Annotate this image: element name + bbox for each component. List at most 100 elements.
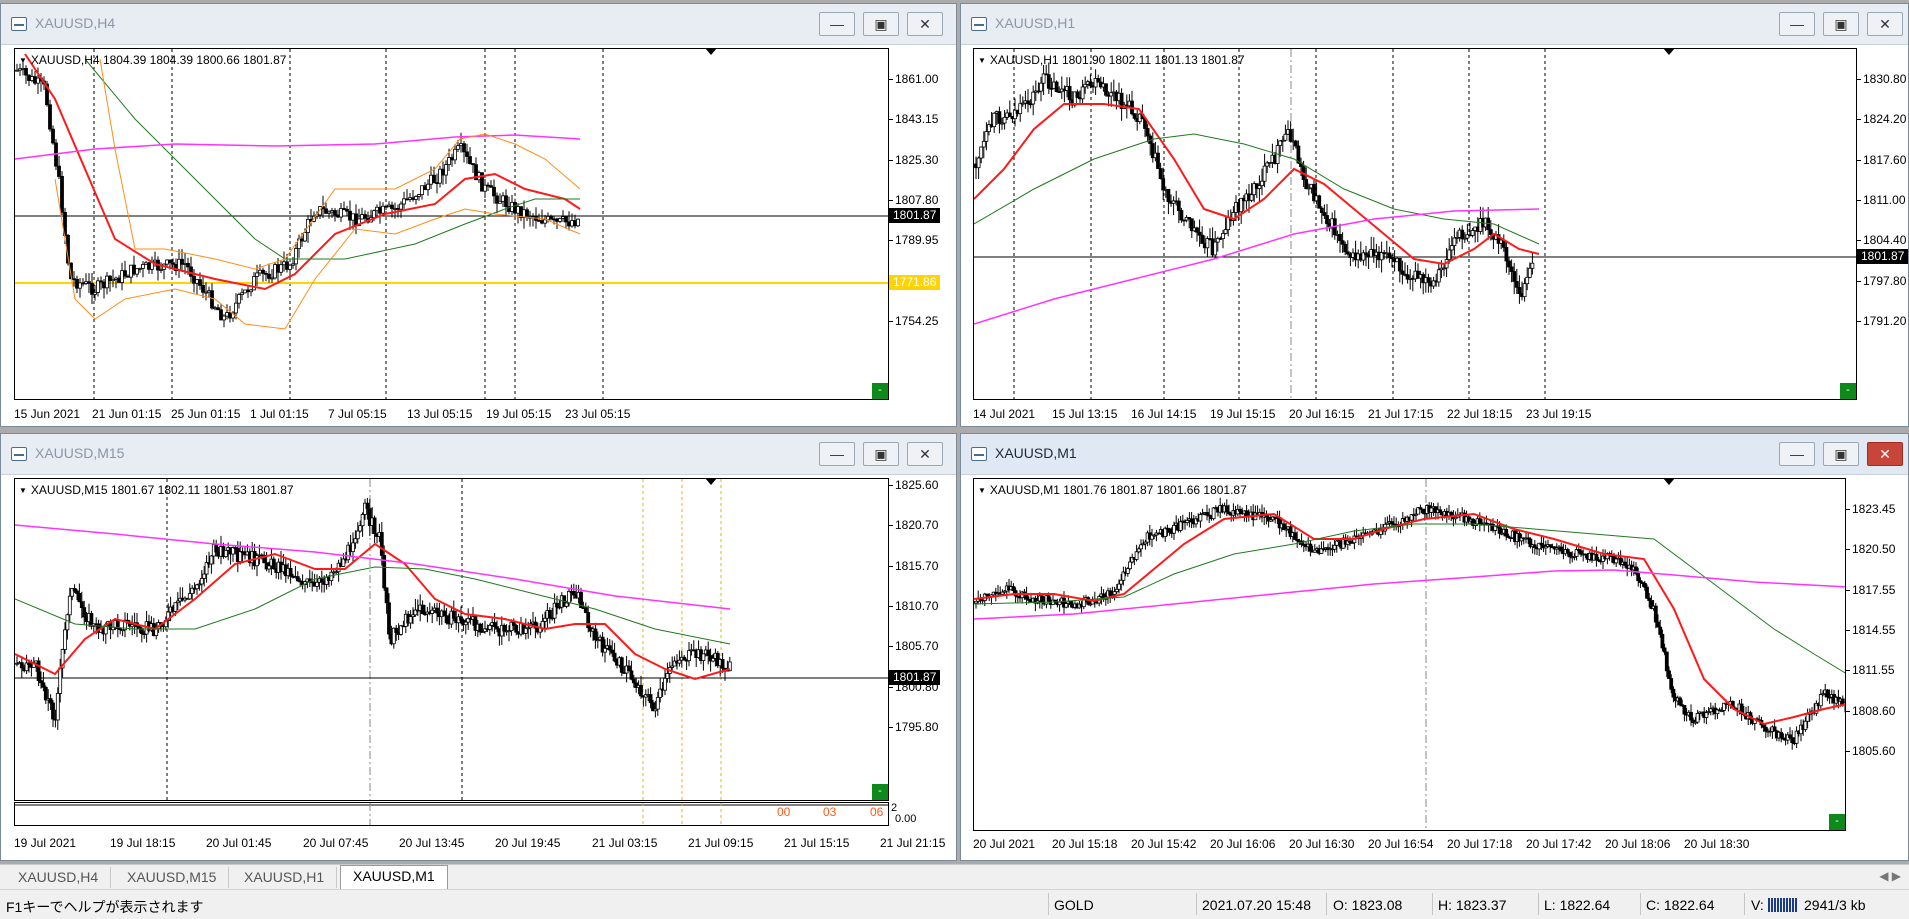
candle-body <box>1224 505 1229 513</box>
candle-body <box>1015 595 1020 598</box>
chart-area[interactable]: XAUUSD,M1 1801.76 1801.87 1801.66 1801.8… <box>961 475 1908 860</box>
candle-body <box>471 163 475 166</box>
candle-body <box>1205 512 1209 516</box>
time-scale[interactable]: 15 Jun 2021 21 Jun 01:15 25 Jun 01:15 1 Jul… <box>14 407 889 423</box>
chart-area[interactable]: XAUUSD,H4 1804.39 1804.39 1800.66 1801.8… <box>1 45 956 426</box>
time-scale[interactable]: 14 Jul 2021 15 Jul 13:15 16 Jul 14:15 19 Ju… <box>973 407 1857 423</box>
candle-body <box>629 670 634 680</box>
candle-body <box>1231 212 1236 221</box>
chart-window-h4[interactable]: XAUUSD,H4 — ▣ ✕ XAUUSD,H4 1804.39 1804.3… <box>0 3 957 427</box>
tab-xauusd-h1[interactable]: XAUUSD,H1 <box>232 867 338 888</box>
title-bar[interactable]: XAUUSD,M15 — ▣ ✕ <box>1 434 956 475</box>
title-bar[interactable]: XAUUSD,H1 — ▣ ✕ <box>961 4 1908 45</box>
time-label: 20 Jul 16:30 <box>1289 837 1355 851</box>
session-label-03: 03 <box>823 805 837 819</box>
candle-body <box>129 264 133 278</box>
time-label: 16 Jul 14:15 <box>1131 407 1197 421</box>
candle-body <box>393 208 397 210</box>
tab-xauusd-m15[interactable]: XAUUSD,M15 <box>115 867 230 888</box>
minimize-button[interactable]: — <box>819 442 855 466</box>
price-scale[interactable]: 1830.80 1824.20 1817.60 1811.00 1804.40 1797.… <box>1857 48 1909 400</box>
minimize-button[interactable]: — <box>1779 442 1815 466</box>
chart-shift-marker-icon[interactable] <box>1663 478 1675 485</box>
chart-shift-marker-icon[interactable] <box>1663 48 1675 55</box>
candle-body <box>1252 183 1257 196</box>
candle-body <box>57 165 61 177</box>
chart-window-m15[interactable]: XAUUSD,M15 — ▣ ✕ XAUUSD,M15 1801.67 1802… <box>0 433 957 861</box>
candle-body <box>351 542 355 553</box>
price-plot[interactable]: XAUUSD,H4 1804.39 1804.39 1800.66 1801.8… <box>14 48 889 400</box>
candle-body <box>1321 548 1326 551</box>
close-button[interactable]: ✕ <box>907 12 943 36</box>
price-label: 1861.00 <box>895 72 939 86</box>
candle-body <box>166 611 171 621</box>
minimize-button[interactable]: — <box>1779 12 1815 36</box>
price-label: 1811.55 <box>1852 663 1895 677</box>
minimize-button[interactable]: — <box>819 12 855 36</box>
candle-body <box>1024 594 1029 600</box>
price-tick <box>889 321 893 322</box>
maximize-button[interactable]: ▣ <box>1823 442 1859 466</box>
candle-body <box>1312 549 1317 553</box>
candle-body <box>1020 102 1025 105</box>
candle-body <box>246 289 250 293</box>
candle-body <box>1788 734 1792 739</box>
chart-shift-marker-icon[interactable] <box>705 478 717 485</box>
title-bar[interactable]: XAUUSD,M1 — ▣ ✕ <box>961 434 1908 475</box>
candle-body <box>1794 730 1799 744</box>
candle-body <box>414 196 418 200</box>
price-tick <box>889 687 893 688</box>
price-scale[interactable]: 1823.45 1820.50 1817.55 1814.55 1811.55 1808.… <box>1846 478 1909 831</box>
price-plot[interactable]: XAUUSD,H1 1801.90 1802.11 1801.13 1801.8… <box>973 48 1857 400</box>
price-label: 1807.80 <box>895 193 939 207</box>
tab-scroll-arrows-icon[interactable]: ◀ ▶ <box>1879 869 1901 883</box>
maximize-button[interactable]: ▣ <box>863 442 899 466</box>
candle-body <box>1338 234 1342 242</box>
session-label-06: 06 <box>870 805 884 819</box>
candle-body <box>552 218 556 221</box>
title-bar[interactable]: XAUUSD,H4 — ▣ ✕ <box>1 4 956 45</box>
candle-body <box>394 627 399 633</box>
candle-body <box>552 602 557 619</box>
close-button[interactable]: ✕ <box>1867 12 1903 36</box>
candle-body <box>381 205 385 214</box>
time-scale[interactable]: 20 Jul 2021 20 Jul 15:18 20 Jul 15:42 20 Ju… <box>973 837 1846 853</box>
indicator-subwindow[interactable]: 00 03 06 <box>14 802 889 826</box>
chart-window-h1[interactable]: XAUUSD,H1 — ▣ ✕ XAUUSD,H1 1801.90 1802.1… <box>960 3 1909 427</box>
maximize-button[interactable]: ▣ <box>863 12 899 36</box>
candle-body <box>1517 286 1522 294</box>
candle-body <box>651 702 655 712</box>
price-label: 1814.55 <box>1852 623 1896 637</box>
candle-body <box>1763 726 1768 732</box>
candle-body <box>379 531 384 556</box>
candle-body <box>466 618 471 623</box>
chart-area[interactable]: XAUUSD,M15 1801.67 1802.11 1801.53 1801.… <box>1 475 956 860</box>
candle-body <box>387 602 391 635</box>
candle-body <box>367 508 372 526</box>
candle-body <box>117 277 121 283</box>
chart-window-m1[interactable]: XAUUSD,M1 — ▣ ✕ XAUUSD,M1 1801.76 1801.8… <box>960 433 1909 861</box>
candle-body <box>1497 525 1502 534</box>
candle-body <box>63 211 67 236</box>
candle-body <box>333 210 337 216</box>
candle-body <box>118 628 123 631</box>
price-plot[interactable]: XAUUSD,M1 1801.76 1801.87 1801.66 1801.8… <box>973 478 1846 831</box>
tab-xauusd-h4[interactable]: XAUUSD,H4 <box>6 867 112 888</box>
price-scale[interactable]: 1825.60 1820.70 1815.70 1810.70 1805.70 1800.… <box>889 478 958 801</box>
time-scale[interactable]: 19 Jul 2021 19 Jul 18:15 20 Jul 01:45 20 Ju… <box>14 836 945 852</box>
maximize-button[interactable]: ▣ <box>1823 12 1859 36</box>
chart-area[interactable]: XAUUSD,H1 1801.90 1802.11 1801.13 1801.8… <box>961 45 1909 426</box>
candle-body <box>1779 731 1784 739</box>
candle-body <box>1306 187 1311 190</box>
candle-body <box>595 639 600 642</box>
candle-body <box>1267 162 1272 164</box>
tab-xauusd-m1[interactable]: XAUUSD,M1 <box>340 865 448 890</box>
candle-body <box>1667 670 1671 679</box>
price-plot[interactable]: XAUUSD,M15 1801.67 1802.11 1801.53 1801.… <box>14 478 889 801</box>
close-button[interactable]: ✕ <box>1867 442 1903 466</box>
candle-body <box>1527 267 1532 278</box>
price-scale[interactable]: 1861.00 1843.15 1825.30 1807.80 1789.95 1754.… <box>889 48 958 400</box>
close-button[interactable]: ✕ <box>907 442 943 466</box>
chart-shift-marker-icon[interactable] <box>705 48 717 55</box>
price-tick <box>1857 119 1861 120</box>
